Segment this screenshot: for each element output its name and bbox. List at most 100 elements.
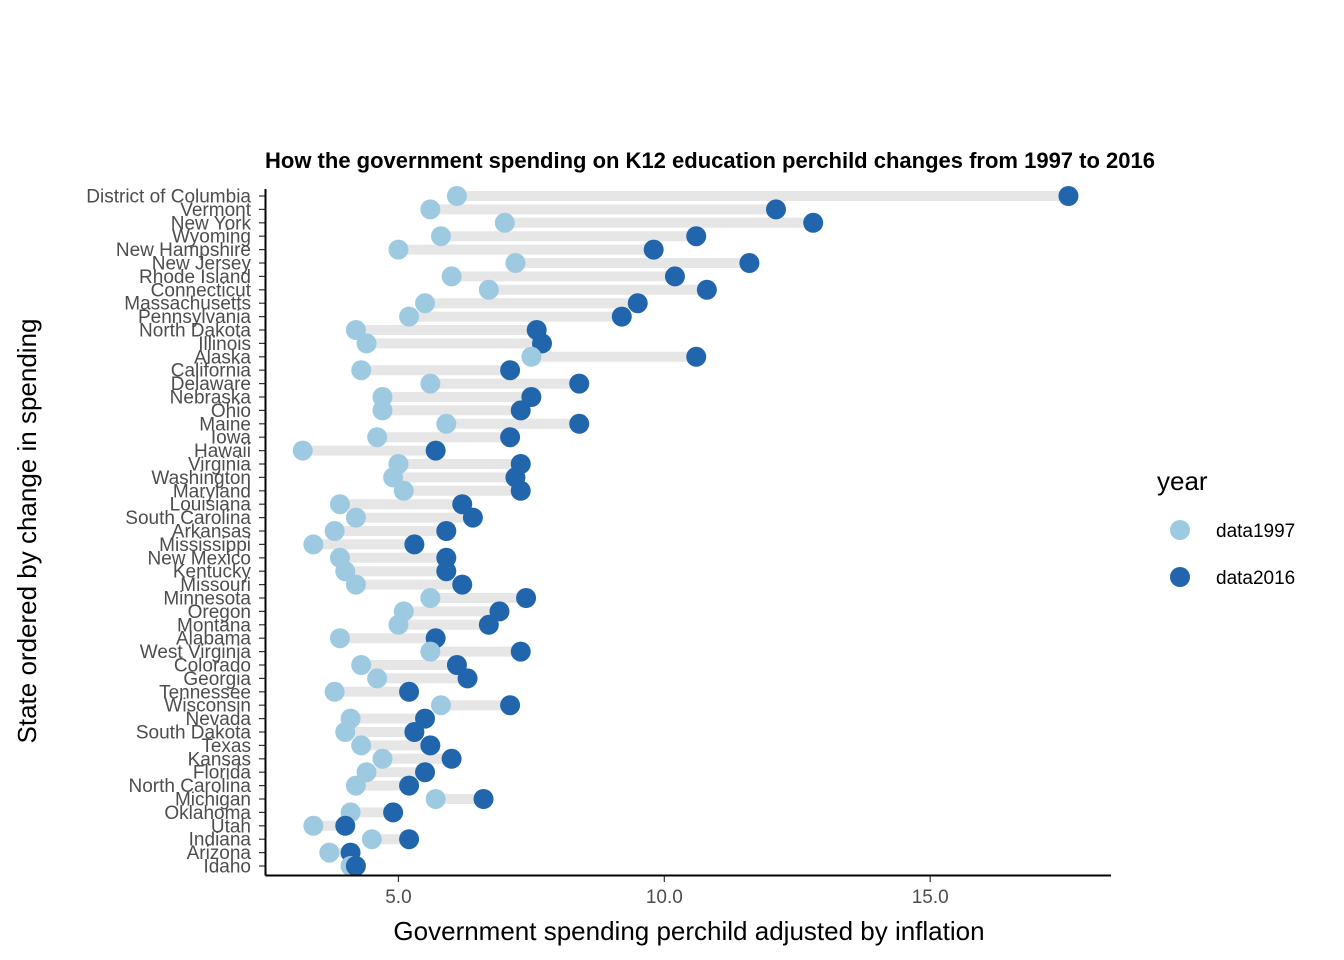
point-2016-vermont [765,199,786,220]
point-2016-new-hampshire [643,239,664,260]
y-tick-label: Nevada [186,709,252,730]
point-1997-south-dakota [335,722,356,742]
y-tick-label: Pennsylvania [138,307,251,328]
point-1997-alabama [329,628,350,649]
point-1997-alaska [521,346,542,367]
point-2016-utah [335,815,356,836]
segment-layer [302,191,1069,871]
point-1997-kentucky [335,561,356,582]
point-2016-louisiana [452,494,473,515]
y-tick-label: Maryland [173,481,251,502]
point-1997-pennsylvania [399,306,420,327]
point-2016-nevada [415,708,436,729]
y-tick-label: Alabama [176,629,251,650]
point-1997-ohio [372,400,393,421]
point-2016-colorado [446,655,467,675]
point-2016-california [500,360,521,381]
y-tick-label: North Carolina [129,776,252,797]
y-tick-label: Wisconsin [164,696,251,717]
y-tick-label: Mississippi [159,535,251,556]
point-1997-arkansas [324,521,345,541]
x-tick-label: 5.0 [385,887,411,908]
point-2016-alaska [686,346,707,367]
point-2016-missouri [452,574,473,595]
point-2016-indiana [399,829,420,850]
point-2016-south-carolina [462,507,483,528]
point-2016-illinois [532,333,553,354]
y-tick-label: District of Columbia [86,187,251,208]
y-tick-label: Arizona [187,843,252,864]
point-2016-idaho [345,856,366,876]
point-2016-new-jersey [739,253,760,273]
point-1997-massachusetts [415,293,436,314]
y-tick-label: Indiana [189,830,252,851]
point-2016-pennsylvania [611,306,632,327]
point-1997-minnesota [420,588,441,608]
point-1997-rhode-island [441,266,462,287]
point-2016-south-dakota [404,722,425,742]
point-1997-district-of-columbia [446,186,467,206]
point-1997-california [351,360,372,381]
y-tick-label: Iowa [211,428,252,449]
y-tick-label: Oklahoma [164,803,251,824]
point-2016-arkansas [436,521,457,541]
point-2016-mississippi [404,534,425,555]
point-1997-florida [356,762,377,783]
y-tick-label: Ohio [211,401,251,422]
y-tick-label: South Dakota [136,723,252,744]
point-2016-iowa [500,427,521,448]
point-1997-new-york [494,212,515,233]
y-tick-label: Connecticut [151,280,252,301]
point-1997-georgia [367,668,388,689]
point-1997-kansas [372,748,393,769]
y-tick-label: Vermont [180,200,251,221]
y-tick-label: Georgia [183,669,251,690]
y-tick-label: Hawaii [194,441,251,462]
point-2016-texas [420,735,441,756]
legend-key-data2016 [1170,567,1190,587]
y-tick-label: New Mexico [148,548,251,569]
point-2016-district-of-columbia [1058,186,1079,206]
x-tick-label: 10.0 [646,887,683,908]
y-tick-label: Idaho [203,857,251,878]
y-tick-label: New Jersey [152,254,252,275]
point-1997-michigan [425,789,446,809]
x-axis: 5.0 10.0 15.0 [385,875,949,908]
point-2016-maryland [510,480,531,501]
y-tick-label: Missouri [180,575,251,596]
y-tick-label: Kentucky [173,562,252,583]
point-2016-kansas [441,748,462,769]
point-1997-connecticut [478,279,499,300]
point-2016-wyoming [686,226,707,247]
point-1997-maine [436,413,457,434]
y-tick-label: Delaware [171,374,251,395]
y-tick-label: Kansas [188,749,251,770]
point-2016-tennessee [399,681,420,702]
point-1997-washington [383,467,404,488]
point-1997-new-jersey [505,253,526,273]
point-1997-indiana [361,829,382,850]
legend: year data1997 data2016 [1157,466,1295,589]
point-1997-tennessee [324,681,345,702]
point-2016-oregon [489,601,510,622]
point-2016-new-york [803,212,824,233]
legend-key-data1997 [1170,520,1190,540]
point-1997-missouri [345,574,366,595]
point-1997-montana [388,614,409,635]
point-2016-montana [478,614,499,635]
y-tick-label: Nebraska [170,388,252,409]
y-tick-label: New Hampshire [116,240,251,261]
chart-title: How the government spending on K12 educa… [265,148,1155,173]
legend-label-data1997: data1997 [1216,521,1295,542]
y-tick-label: New York [171,213,252,234]
y-tick-label: Michigan [175,790,251,811]
point-2016-oklahoma [383,802,404,823]
point-2016-delaware [569,373,590,394]
point-1997-new-hampshire [388,239,409,260]
point-1997-mississippi [303,534,324,555]
point-2016-west-virginia [510,641,531,662]
point-1997-north-carolina [345,775,366,796]
point-1997-wisconsin [430,695,451,716]
y-tick-label: Rhode Island [139,267,251,288]
